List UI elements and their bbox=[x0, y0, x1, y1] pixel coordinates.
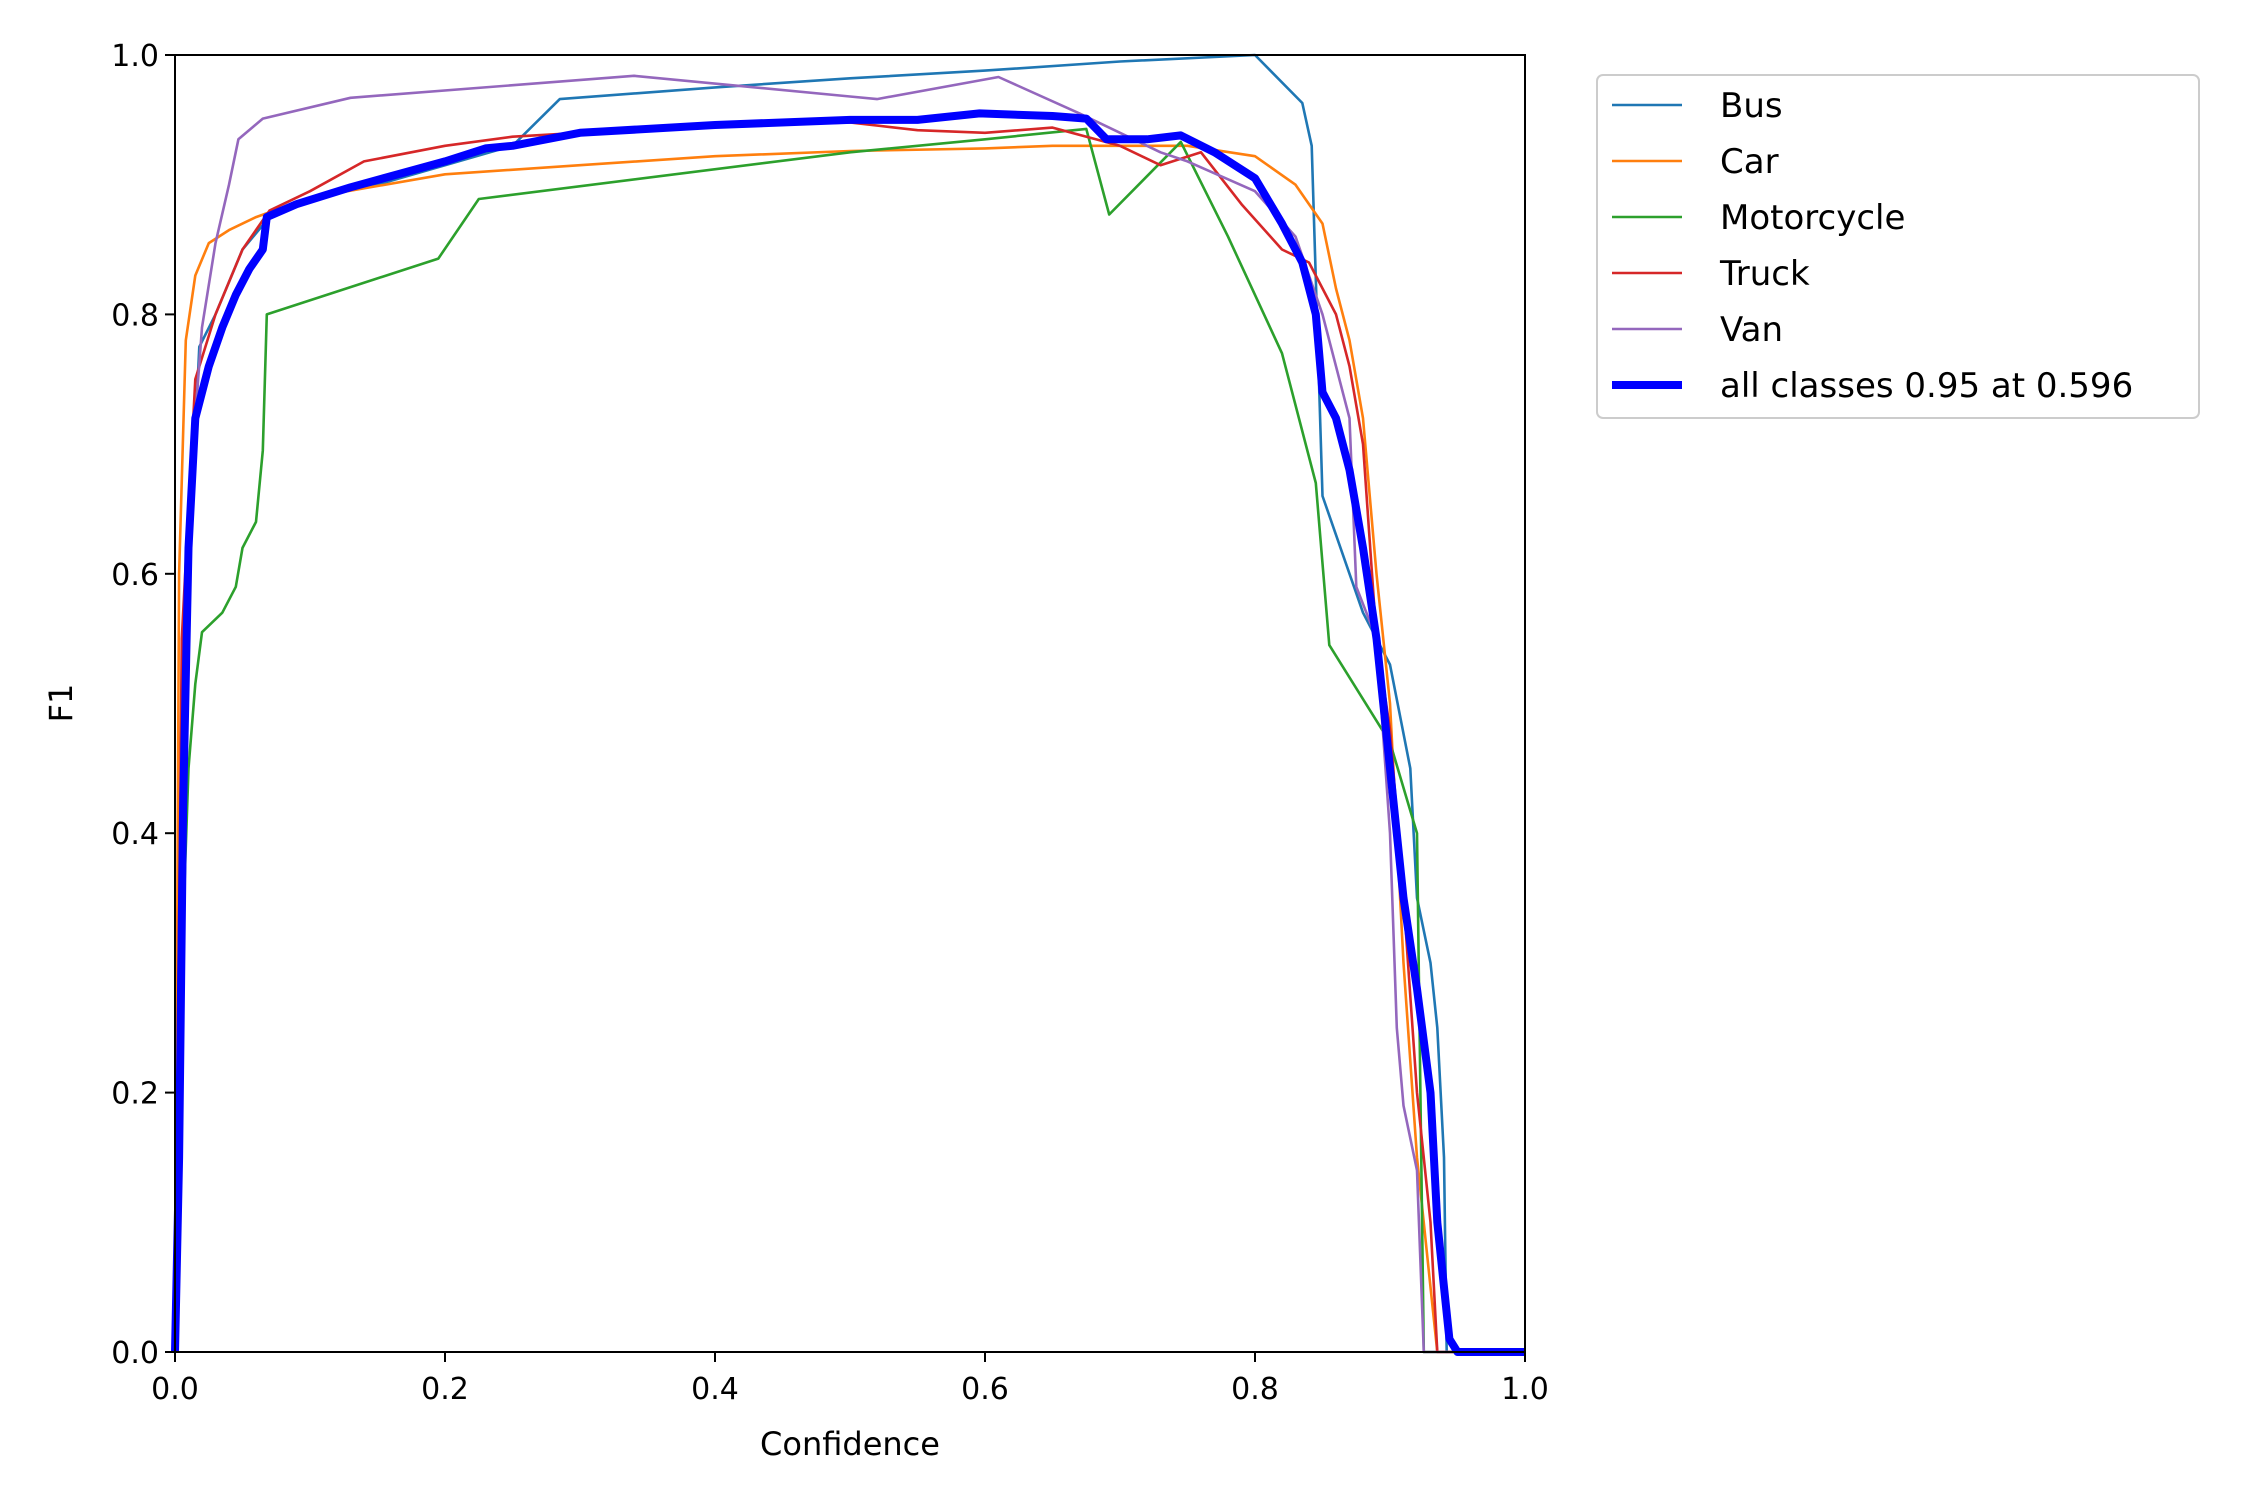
y-axis-label: F1 bbox=[42, 684, 80, 723]
legend-label: Motorcycle bbox=[1720, 198, 1905, 238]
series-layer bbox=[171, 53, 1525, 1356]
legend-label: Van bbox=[1720, 310, 1783, 350]
legend-label: Car bbox=[1720, 142, 1779, 182]
y-tick-label: 0.6 bbox=[111, 558, 159, 593]
y-axis: 0.0 0.2 0.4 0.6 0.8 1.0 bbox=[111, 39, 175, 1371]
y-tick-label: 1.0 bbox=[111, 39, 159, 74]
legend: Bus Car Motorcycle Truck Van all classes 0.95… bbox=[1596, 74, 2200, 419]
y-tick-label: 0.0 bbox=[111, 1336, 159, 1371]
y-tick-label: 0.8 bbox=[111, 298, 159, 333]
x-tick-label: 0.2 bbox=[421, 1372, 469, 1407]
x-axis: 0.0 0.2 0.4 0.6 0.8 1.0 bbox=[151, 1352, 1549, 1407]
series-line-motorcycle bbox=[173, 127, 1525, 1354]
legend-box bbox=[1596, 74, 2200, 419]
x-tick-label: 0.6 bbox=[961, 1372, 1009, 1407]
legend-label: Bus bbox=[1720, 86, 1783, 126]
plot-frame bbox=[174, 54, 1526, 1353]
x-tick-label: 0.4 bbox=[691, 1372, 739, 1407]
legend-label: all classes 0.95 at 0.596 bbox=[1720, 366, 2133, 406]
y-tick-label: 0.2 bbox=[111, 1077, 159, 1112]
x-axis-label: Confidence bbox=[760, 1425, 940, 1463]
x-tick-label: 0.8 bbox=[1231, 1372, 1279, 1407]
x-tick-label: 1.0 bbox=[1501, 1372, 1549, 1407]
legend-label: Truck bbox=[1719, 254, 1810, 294]
x-tick-label: 0.0 bbox=[151, 1372, 199, 1407]
series-line-all-all bbox=[171, 109, 1525, 1356]
y-tick-label: 0.4 bbox=[111, 817, 159, 852]
